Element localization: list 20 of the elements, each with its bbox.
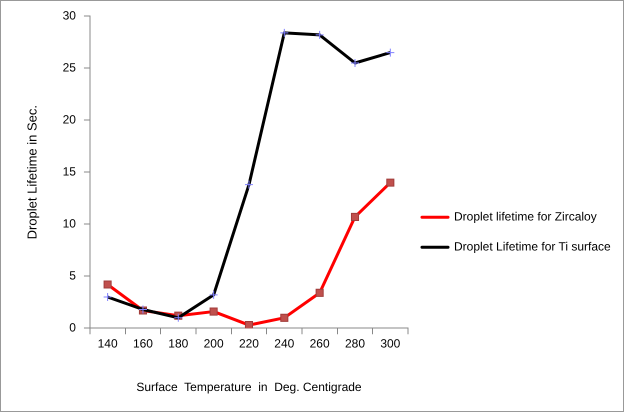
y-tick-label: 20 xyxy=(62,112,76,127)
x-tick-label: 300 xyxy=(380,336,401,351)
y-tick-label: 5 xyxy=(69,268,76,283)
x-axis-title: Surface Temperature in Deg. Centigrade xyxy=(136,380,362,394)
y-tick-label: 10 xyxy=(62,216,76,231)
x-tick-label: 200 xyxy=(204,336,224,351)
legend-label: Droplet Lifetime for Ti surface xyxy=(454,240,612,254)
y-tick-label: 0 xyxy=(69,320,76,335)
y-tick-label: 15 xyxy=(62,164,76,179)
x-tick-label: 260 xyxy=(310,336,330,351)
x-tick-label: 180 xyxy=(168,336,189,351)
x-tick-label: 160 xyxy=(132,336,154,351)
x-tick-label: 140 xyxy=(98,336,118,351)
x-tick-label: 280 xyxy=(344,336,366,351)
x-tick-label: 220 xyxy=(238,336,260,351)
y-tick-label: 30 xyxy=(62,8,76,23)
legend-label: Droplet lifetime for Zircaloy xyxy=(454,210,597,224)
x-tick-label: 240 xyxy=(274,336,295,351)
y-axis-title: Droplet Lifetime in Sec. xyxy=(24,104,40,240)
y-tick-label: 25 xyxy=(62,60,76,75)
